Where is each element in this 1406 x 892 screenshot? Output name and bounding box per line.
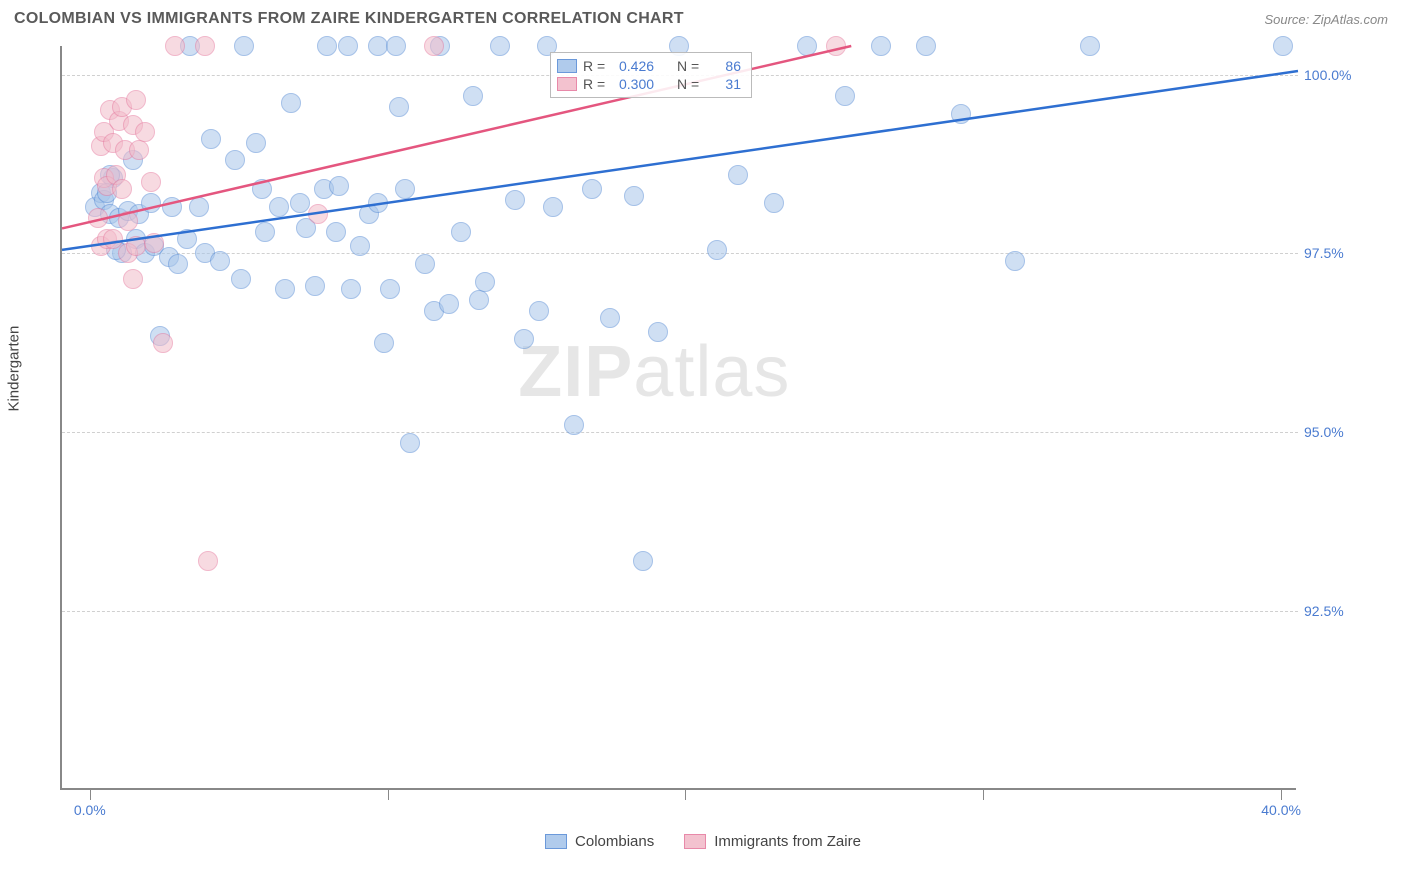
- r-value-colombians: 0.426: [619, 58, 671, 74]
- legend-item-zaire: Immigrants from Zaire: [684, 833, 861, 850]
- legend-label-zaire: Immigrants from Zaire: [714, 833, 861, 850]
- n-label: N =: [677, 58, 707, 74]
- x-tickmark: [983, 790, 984, 800]
- correlation-legend: R = 0.426 N = 86 R = 0.300 N = 31: [550, 52, 752, 98]
- x-tickmark: [90, 790, 91, 800]
- n-value-colombians: 86: [713, 58, 741, 74]
- chart-area: ZIPatlas R = 0.426 N = 86 R = 0.300 N = …: [60, 46, 1390, 816]
- legend-row-zaire: R = 0.300 N = 31: [557, 75, 741, 93]
- swatch-zaire: [557, 77, 577, 91]
- x-tickmark: [388, 790, 389, 800]
- legend-label-colombians: Colombians: [575, 833, 654, 850]
- chart-title: COLOMBIAN VS IMMIGRANTS FROM ZAIRE KINDE…: [14, 10, 684, 28]
- r-value-zaire: 0.300: [619, 76, 671, 92]
- regression-lines: [62, 46, 1298, 790]
- legend-item-colombians: Colombians: [545, 833, 654, 850]
- x-tickmark: [1281, 790, 1282, 800]
- n-value-zaire: 31: [713, 76, 741, 92]
- x-tickmark: [685, 790, 686, 800]
- y-axis-label: Kindergarten: [6, 326, 23, 412]
- y-tick-label: 97.5%: [1304, 245, 1344, 261]
- source-attribution: Source: ZipAtlas.com: [1264, 12, 1388, 27]
- r-label: R =: [583, 76, 613, 92]
- legend-row-colombians: R = 0.426 N = 86: [557, 57, 741, 75]
- y-tick-label: 100.0%: [1304, 67, 1351, 83]
- swatch-colombians: [545, 834, 567, 849]
- n-label: N =: [677, 76, 707, 92]
- series-legend: Colombians Immigrants from Zaire: [0, 833, 1406, 850]
- r-label: R =: [583, 58, 613, 74]
- swatch-colombians: [557, 59, 577, 73]
- y-tick-label: 92.5%: [1304, 603, 1344, 619]
- plot-area: ZIPatlas R = 0.426 N = 86 R = 0.300 N = …: [60, 46, 1296, 790]
- x-tick-label: 0.0%: [74, 802, 106, 818]
- swatch-zaire: [684, 834, 706, 849]
- y-tick-label: 95.0%: [1304, 424, 1344, 440]
- x-tick-label: 40.0%: [1261, 802, 1301, 818]
